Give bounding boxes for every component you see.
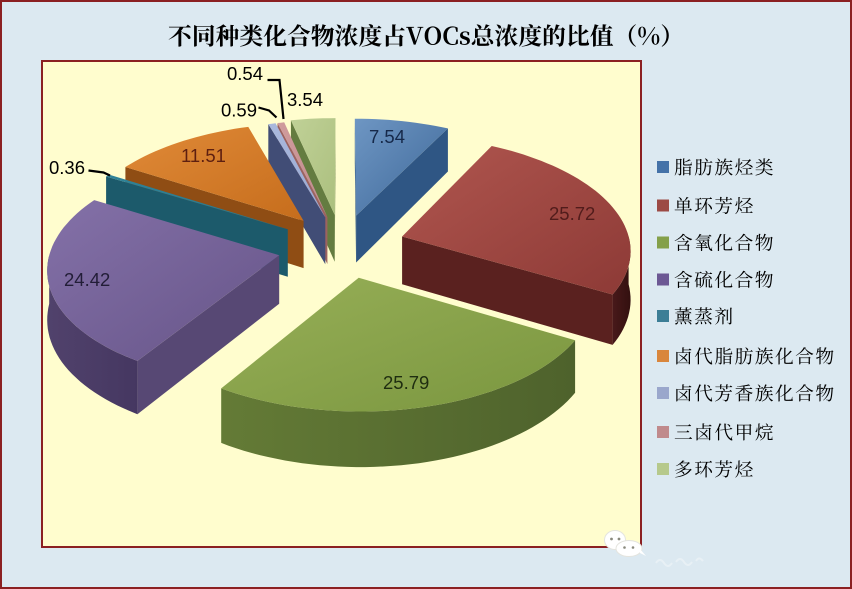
svg-text:0.59: 0.59 [221, 100, 257, 121]
svg-text:25.79: 25.79 [383, 372, 429, 393]
svg-text:3.54: 3.54 [287, 89, 323, 110]
svg-text:7.54: 7.54 [369, 126, 405, 147]
svg-text:25.72: 25.72 [549, 203, 595, 224]
svg-text:0.36: 0.36 [49, 157, 85, 178]
svg-text:24.42: 24.42 [64, 269, 110, 290]
svg-text:11.51: 11.51 [181, 145, 226, 166]
svg-text:0.54: 0.54 [227, 63, 263, 84]
